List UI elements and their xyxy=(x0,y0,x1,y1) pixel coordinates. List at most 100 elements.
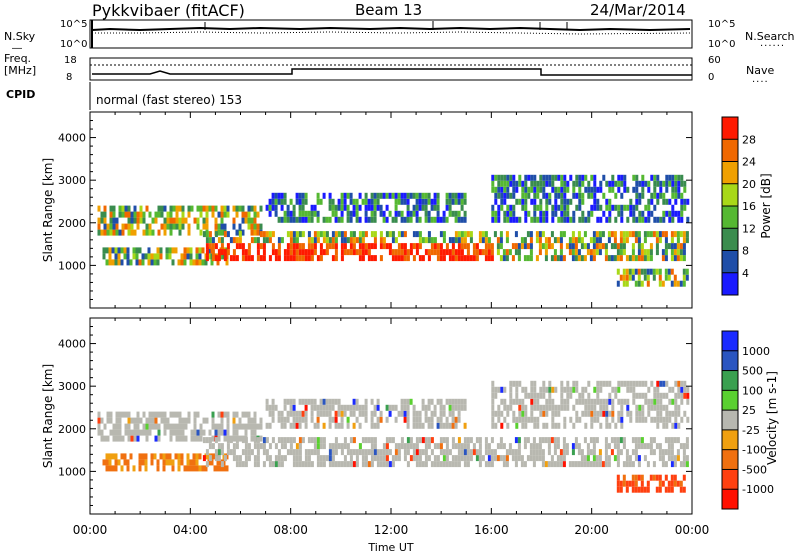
range-gate-cell xyxy=(268,422,272,429)
range-gate-cell xyxy=(629,416,633,423)
range-gate-cell xyxy=(177,465,181,472)
range-gate-cell xyxy=(514,449,518,456)
range-gate-cell xyxy=(268,443,272,450)
range-gate-cell xyxy=(605,410,609,417)
range-gate-cell xyxy=(638,404,642,411)
range-gate-cell xyxy=(103,211,107,218)
range-gate-cell xyxy=(484,237,488,244)
range-gate-cell xyxy=(328,216,332,223)
range-gate-cell xyxy=(108,253,112,260)
range-gate-cell xyxy=(497,216,501,223)
range-gate-cell xyxy=(217,237,221,244)
range-gate-cell xyxy=(430,461,434,468)
range-gate-cell xyxy=(265,455,269,462)
range-gate-cell xyxy=(679,461,683,468)
range-gate-cell xyxy=(307,216,311,223)
range-gate-cell xyxy=(352,249,356,256)
range-gate-cell xyxy=(674,210,678,217)
range-gate-cell xyxy=(632,392,636,399)
range-gate-cell xyxy=(424,237,428,244)
range-gate-cell xyxy=(217,455,221,462)
range-gate-cell xyxy=(289,210,293,217)
range-gate-cell xyxy=(186,247,190,254)
range-gate-cell xyxy=(542,404,546,411)
range-gate-cell xyxy=(280,422,284,429)
range-gate-cell xyxy=(178,223,182,230)
x-tick-label: 00:00 xyxy=(675,523,710,537)
range-gate-cell xyxy=(664,249,668,256)
range-gate-cell xyxy=(154,411,158,418)
range-gate-cell xyxy=(571,443,575,450)
range-gate-cell xyxy=(641,404,645,411)
range-gate-cell xyxy=(406,198,410,205)
range-gate-cell xyxy=(638,380,642,387)
range-gate-cell xyxy=(262,249,266,256)
range-gate-cell xyxy=(250,449,254,456)
range-gate-cell xyxy=(442,455,446,462)
range-gate-cell xyxy=(530,392,534,399)
range-gate-cell xyxy=(677,410,681,417)
range-gate-cell xyxy=(619,437,623,444)
range-gate-cell xyxy=(560,204,564,211)
range-gate-cell xyxy=(340,449,344,456)
range-gate-cell xyxy=(205,249,209,256)
range-gate-cell xyxy=(460,449,464,456)
range-gate-cell xyxy=(605,180,609,187)
range-gate-cell xyxy=(673,461,677,468)
range-gate-cell xyxy=(262,437,266,444)
range-gate-cell xyxy=(403,416,407,423)
range-gate-cell xyxy=(361,404,365,411)
range-gate-cell xyxy=(214,231,218,238)
range-gate-cell xyxy=(682,486,686,493)
range-gate-cell xyxy=(637,231,641,238)
range-gate-cell xyxy=(673,474,677,481)
range-gate-cell xyxy=(463,455,467,462)
range-gate-cell xyxy=(334,237,338,244)
range-gate-cell xyxy=(343,443,347,450)
range-gate-cell xyxy=(563,198,567,205)
freq-panel xyxy=(89,57,693,81)
range-gate-cell xyxy=(520,455,524,462)
range-gate-cell xyxy=(379,461,383,468)
range-gate-cell xyxy=(391,455,395,462)
range-gate-cell xyxy=(316,449,320,456)
range-gate-cell xyxy=(180,259,184,266)
range-gate-cell xyxy=(298,416,302,423)
range-gate-cell xyxy=(292,243,296,250)
range-gate-cell xyxy=(523,437,527,444)
range-gate-cell xyxy=(593,186,597,193)
range-gate-cell xyxy=(271,204,275,211)
range-gate-cell xyxy=(373,198,377,205)
y-tick-label: 3000 xyxy=(58,380,86,393)
range-gate-cell xyxy=(388,231,392,238)
range-gate-cell xyxy=(127,223,131,230)
range-gate-cell xyxy=(229,237,233,244)
range-gate-cell xyxy=(421,461,425,468)
range-gate-cell xyxy=(346,210,350,217)
range-gate-cell xyxy=(340,243,344,250)
range-gate-cell xyxy=(331,398,335,405)
range-gate-cell xyxy=(412,243,416,250)
range-gate-cell xyxy=(469,449,473,456)
range-gate-cell xyxy=(469,437,473,444)
range-gate-cell xyxy=(605,422,609,429)
range-gate-cell xyxy=(653,186,657,193)
range-gate-cell xyxy=(117,259,121,266)
range-gate-cell xyxy=(214,449,218,456)
range-gate-cell xyxy=(271,398,275,405)
range-gate-cell xyxy=(397,243,401,250)
range-gate-cell xyxy=(533,404,537,411)
range-gate-cell xyxy=(133,429,137,436)
range-gate-cell xyxy=(460,204,464,211)
range-gate-cell xyxy=(373,192,377,199)
range-gate-cell xyxy=(337,461,341,468)
range-gate-cell xyxy=(162,465,166,472)
range-gate-cell xyxy=(313,404,317,411)
range-gate-cell xyxy=(163,417,167,424)
range-gate-cell xyxy=(349,231,353,238)
range-gate-cell xyxy=(619,274,623,281)
range-gate-cell xyxy=(622,249,626,256)
range-gate-cell xyxy=(491,410,495,417)
range-gate-cell xyxy=(256,449,260,456)
velocity-colorbar-frame xyxy=(721,330,739,510)
